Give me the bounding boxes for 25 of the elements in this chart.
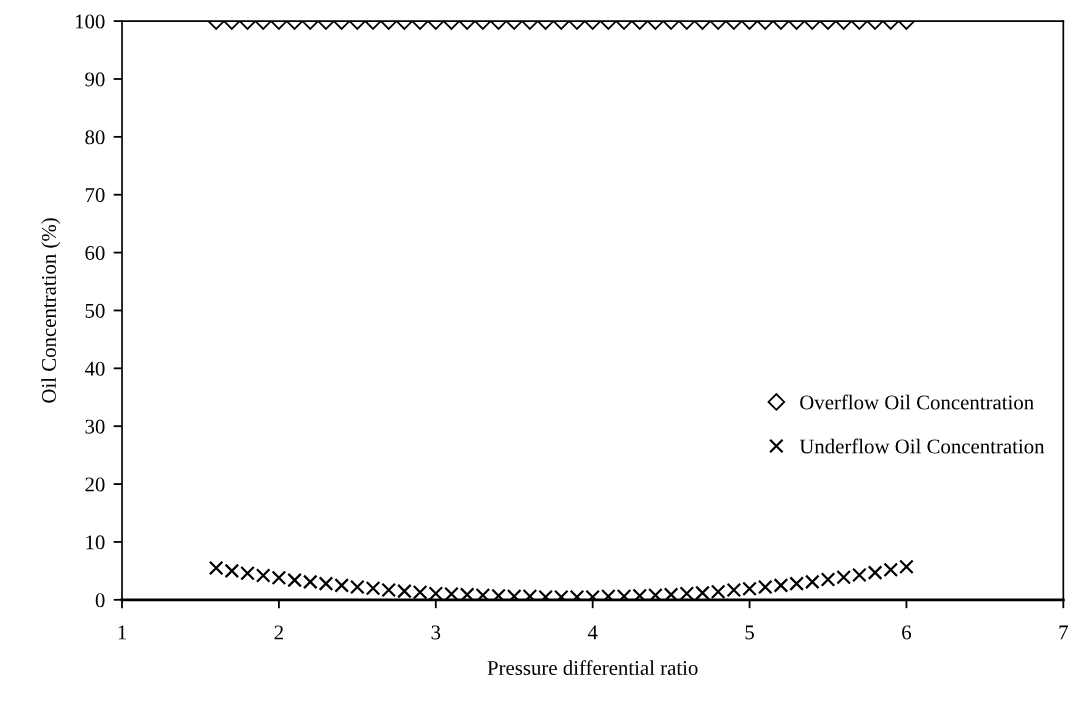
legend-label: Overflow Oil Concentration [800, 394, 1034, 410]
x-tick-label: 6 [902, 625, 912, 640]
x-tick-label: 5 [745, 625, 754, 640]
legend-label: Underflow Oil Concentration [799, 438, 1045, 454]
y-tick-label: 80 [85, 130, 105, 145]
point [883, 562, 899, 578]
y-tick-label: 20 [85, 477, 105, 492]
x-tick-label: 7 [1059, 625, 1068, 640]
y-tick-label: 40 [84, 361, 105, 376]
y-tick-label: 90 [85, 72, 105, 87]
y-tick-label: 70 [85, 188, 105, 203]
x-tick-label: 4 [587, 625, 598, 640]
y-axis-title: Oil Concentration (%) [41, 218, 61, 403]
y-tick-label: 10 [86, 535, 105, 550]
y-tick-label: 60 [85, 245, 105, 261]
y-tick-label: 100 [75, 14, 105, 29]
y-tick-label: 50 [85, 303, 105, 318]
x-axis-title: Pressure differential ratio [487, 660, 698, 676]
y-tick-label: 30 [85, 419, 105, 434]
point [208, 560, 224, 576]
x-tick-label: 2 [274, 625, 283, 640]
x-tick-label: 1 [118, 625, 126, 640]
point [899, 559, 914, 575]
x-tick-label: 3 [431, 625, 441, 640]
y-tick-label: 0 [95, 593, 105, 608]
